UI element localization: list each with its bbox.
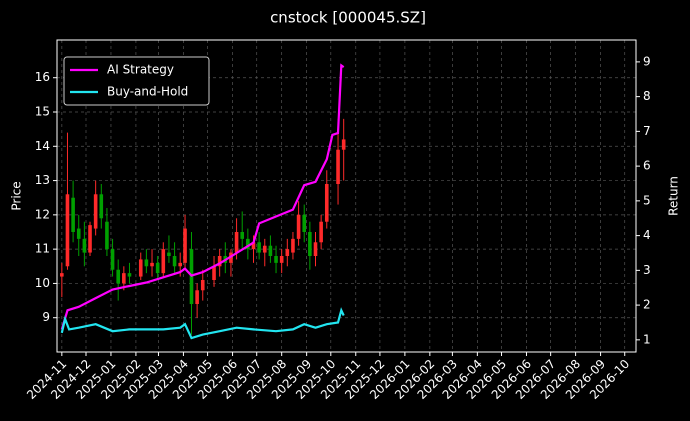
candle-body — [82, 238, 87, 253]
candle-body — [155, 262, 160, 274]
y-tick-label: 13 — [35, 173, 50, 187]
candle-body — [268, 245, 273, 256]
line-series — [60, 307, 345, 340]
y2-tick-label: 5 — [643, 193, 651, 207]
candle-body — [122, 273, 126, 284]
candle-body — [138, 259, 143, 277]
candle-body — [257, 242, 261, 253]
candle-body — [127, 273, 132, 277]
candle-body — [172, 256, 177, 267]
candle-body — [274, 256, 278, 263]
legend-label: Buy-and-Hold — [107, 85, 188, 99]
candle-body — [296, 214, 301, 239]
y2-tick-label: 6 — [643, 159, 651, 173]
candle-body — [251, 242, 256, 250]
y2-tick-label: 2 — [643, 298, 651, 312]
y-tick-label: 9 — [42, 310, 50, 324]
y2-tick-label: 7 — [643, 124, 651, 138]
y-tick-label: 12 — [35, 207, 50, 221]
candle-body — [116, 269, 121, 284]
candle-body — [144, 259, 149, 267]
candle-body — [262, 245, 267, 253]
candle-body — [240, 232, 245, 239]
y-tick-label: 11 — [35, 242, 50, 256]
candle-body — [183, 228, 187, 263]
y2-tick-label: 8 — [643, 89, 651, 103]
candle-body — [167, 252, 171, 256]
candle-body — [313, 242, 318, 256]
candle-body — [302, 214, 307, 232]
y-tick-label: 15 — [35, 105, 50, 119]
line-series — [60, 63, 345, 330]
candle-body — [93, 194, 98, 229]
legend-box — [63, 56, 210, 106]
candle-body — [308, 232, 312, 256]
candle-body — [195, 290, 199, 304]
candle-body — [71, 197, 75, 232]
candle-body — [217, 256, 222, 267]
plot-frame — [56, 39, 637, 353]
candle-body — [285, 249, 290, 256]
y-tick-label: 14 — [35, 139, 50, 153]
candle-body — [212, 266, 216, 280]
candle-body — [336, 149, 340, 184]
y2-tick-label: 4 — [643, 228, 651, 242]
y-tick-label: 10 — [35, 276, 50, 290]
legend-label: AI Strategy — [107, 63, 174, 77]
candle-body — [161, 249, 166, 274]
candle-body — [341, 139, 346, 150]
candle-body — [76, 228, 81, 239]
candle-body — [279, 256, 284, 263]
candle-body — [110, 249, 115, 270]
candle-body — [234, 232, 239, 253]
candle-body — [65, 194, 70, 267]
candle-body — [200, 280, 205, 291]
candle-body — [88, 225, 92, 253]
y2-axis-label: Return — [667, 176, 681, 216]
candle-body — [178, 262, 183, 267]
candle-body — [319, 221, 323, 243]
y-tick-label: 16 — [35, 70, 50, 84]
candle-body — [291, 238, 295, 253]
candle-body — [246, 238, 250, 250]
candle-body — [99, 194, 104, 219]
y2-tick-label: 3 — [643, 263, 651, 277]
candle-body — [105, 221, 109, 250]
y2-tick-label: 1 — [643, 332, 651, 346]
candle-body — [324, 184, 329, 222]
legend: AI Strategy Buy-and-Hold — [63, 56, 210, 106]
chart-title: cnstock [000045.SZ] — [270, 9, 426, 27]
candle-body — [150, 262, 154, 267]
y-axis-label: Price — [10, 181, 24, 210]
candle-body — [60, 273, 64, 277]
y2-tick-label: 9 — [643, 54, 651, 68]
